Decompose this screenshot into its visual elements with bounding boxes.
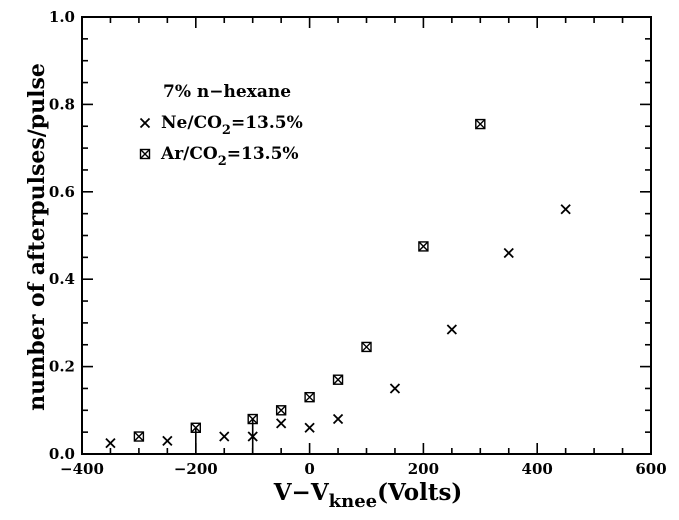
y-tick-label: 0.8 [49,95,75,113]
data-point-ne-co2 [276,418,287,429]
legend-marker-ar [139,148,151,160]
data-point-ne-co2 [162,435,173,447]
x-tick-label: −400 [60,460,104,478]
marker-stroke [389,383,401,394]
data-point-ne-co2 [389,383,401,394]
data-point-ne-co2 [219,431,230,442]
legend-x-marker [139,117,151,129]
legend: 7% n−hexane Ne/CO2=13.5% Ar/CO2=13.5% [139,82,303,169]
x-axis-label: V−Vknee(Volts) [273,479,463,512]
y-tick-label: 1.0 [49,8,75,26]
x-tick-label: 600 [635,460,666,478]
plot-frame [81,16,652,455]
marker-box [139,148,151,160]
marker-stroke [332,413,344,425]
tick-labels: −400 −200 0 200 400 600 0.0 0.2 0.4 0.6 0.8 1.0 [49,8,667,478]
data-point-ar-co2 [133,431,145,442]
marker-stroke [333,374,344,385]
marker-box [304,391,315,403]
marker-stroke [219,431,230,442]
data-point-ar-co2 [275,405,287,416]
legend-label-ar: Ar/CO2=13.5% [160,144,299,169]
data-point-ar-co2 [418,241,429,252]
x-tick-label: 200 [408,460,439,478]
marker-stroke [190,422,201,433]
legend-title: 7% n−hexane [163,82,291,102]
legend-box-marker [139,148,151,160]
marker-box [190,422,202,433]
y-tick-label: 0.2 [49,358,75,376]
data-point-ne-co2 [105,437,116,449]
marker-stroke [276,418,287,429]
marker-stroke [418,241,429,252]
marker-stroke [503,247,514,259]
marker-stroke [247,431,258,442]
marker-box [133,431,145,442]
y-axis-label: number of afterpulses/pulse [24,63,50,411]
marker-stroke [361,341,372,352]
marker-stroke [162,435,173,447]
marker-stroke [304,422,315,433]
data-point-ar-co2 [475,118,486,130]
x-tick-label: −200 [174,460,218,478]
data-point-ne-co2 [304,422,315,433]
data-point-ne-co2 [446,324,457,335]
x-tick-label: 400 [522,460,553,478]
data-point-ar-co2 [332,374,344,385]
y-tick-label: 0.4 [49,270,75,288]
marker-box [418,241,429,252]
data-point-ne-co2 [247,431,258,442]
data-point-ne-co2 [503,247,514,259]
marker-box [361,341,372,353]
marker-stroke [475,119,486,130]
legend-label-ne: Ne/CO2=13.5% [161,113,303,138]
data-point-ar-co2 [247,413,258,425]
marker-stroke [133,431,144,442]
marker-stroke [276,405,287,416]
x-tick-label: 0 [304,460,314,478]
y-tick-label: 0.6 [49,183,75,201]
marker-stroke [247,414,258,425]
data-point-ar-co2 [190,422,202,433]
y-tick-label: 0.0 [49,445,75,463]
data-point-ne-co2 [560,204,571,215]
data-points [105,118,571,449]
marker-box [475,118,486,130]
marker-stroke [560,204,571,215]
data-point-ar-co2 [304,391,315,403]
marker-box [275,405,287,416]
data-point-ar-co2 [361,341,372,353]
marker-stroke [139,117,151,129]
marker-box [332,374,344,385]
data-point-ne-co2 [332,413,344,425]
marker-stroke [105,437,116,449]
legend-marker-ne [139,117,151,129]
marker-stroke [304,392,315,403]
marker-stroke [446,324,457,335]
marker-box [247,413,258,425]
marker-stroke [140,149,150,159]
